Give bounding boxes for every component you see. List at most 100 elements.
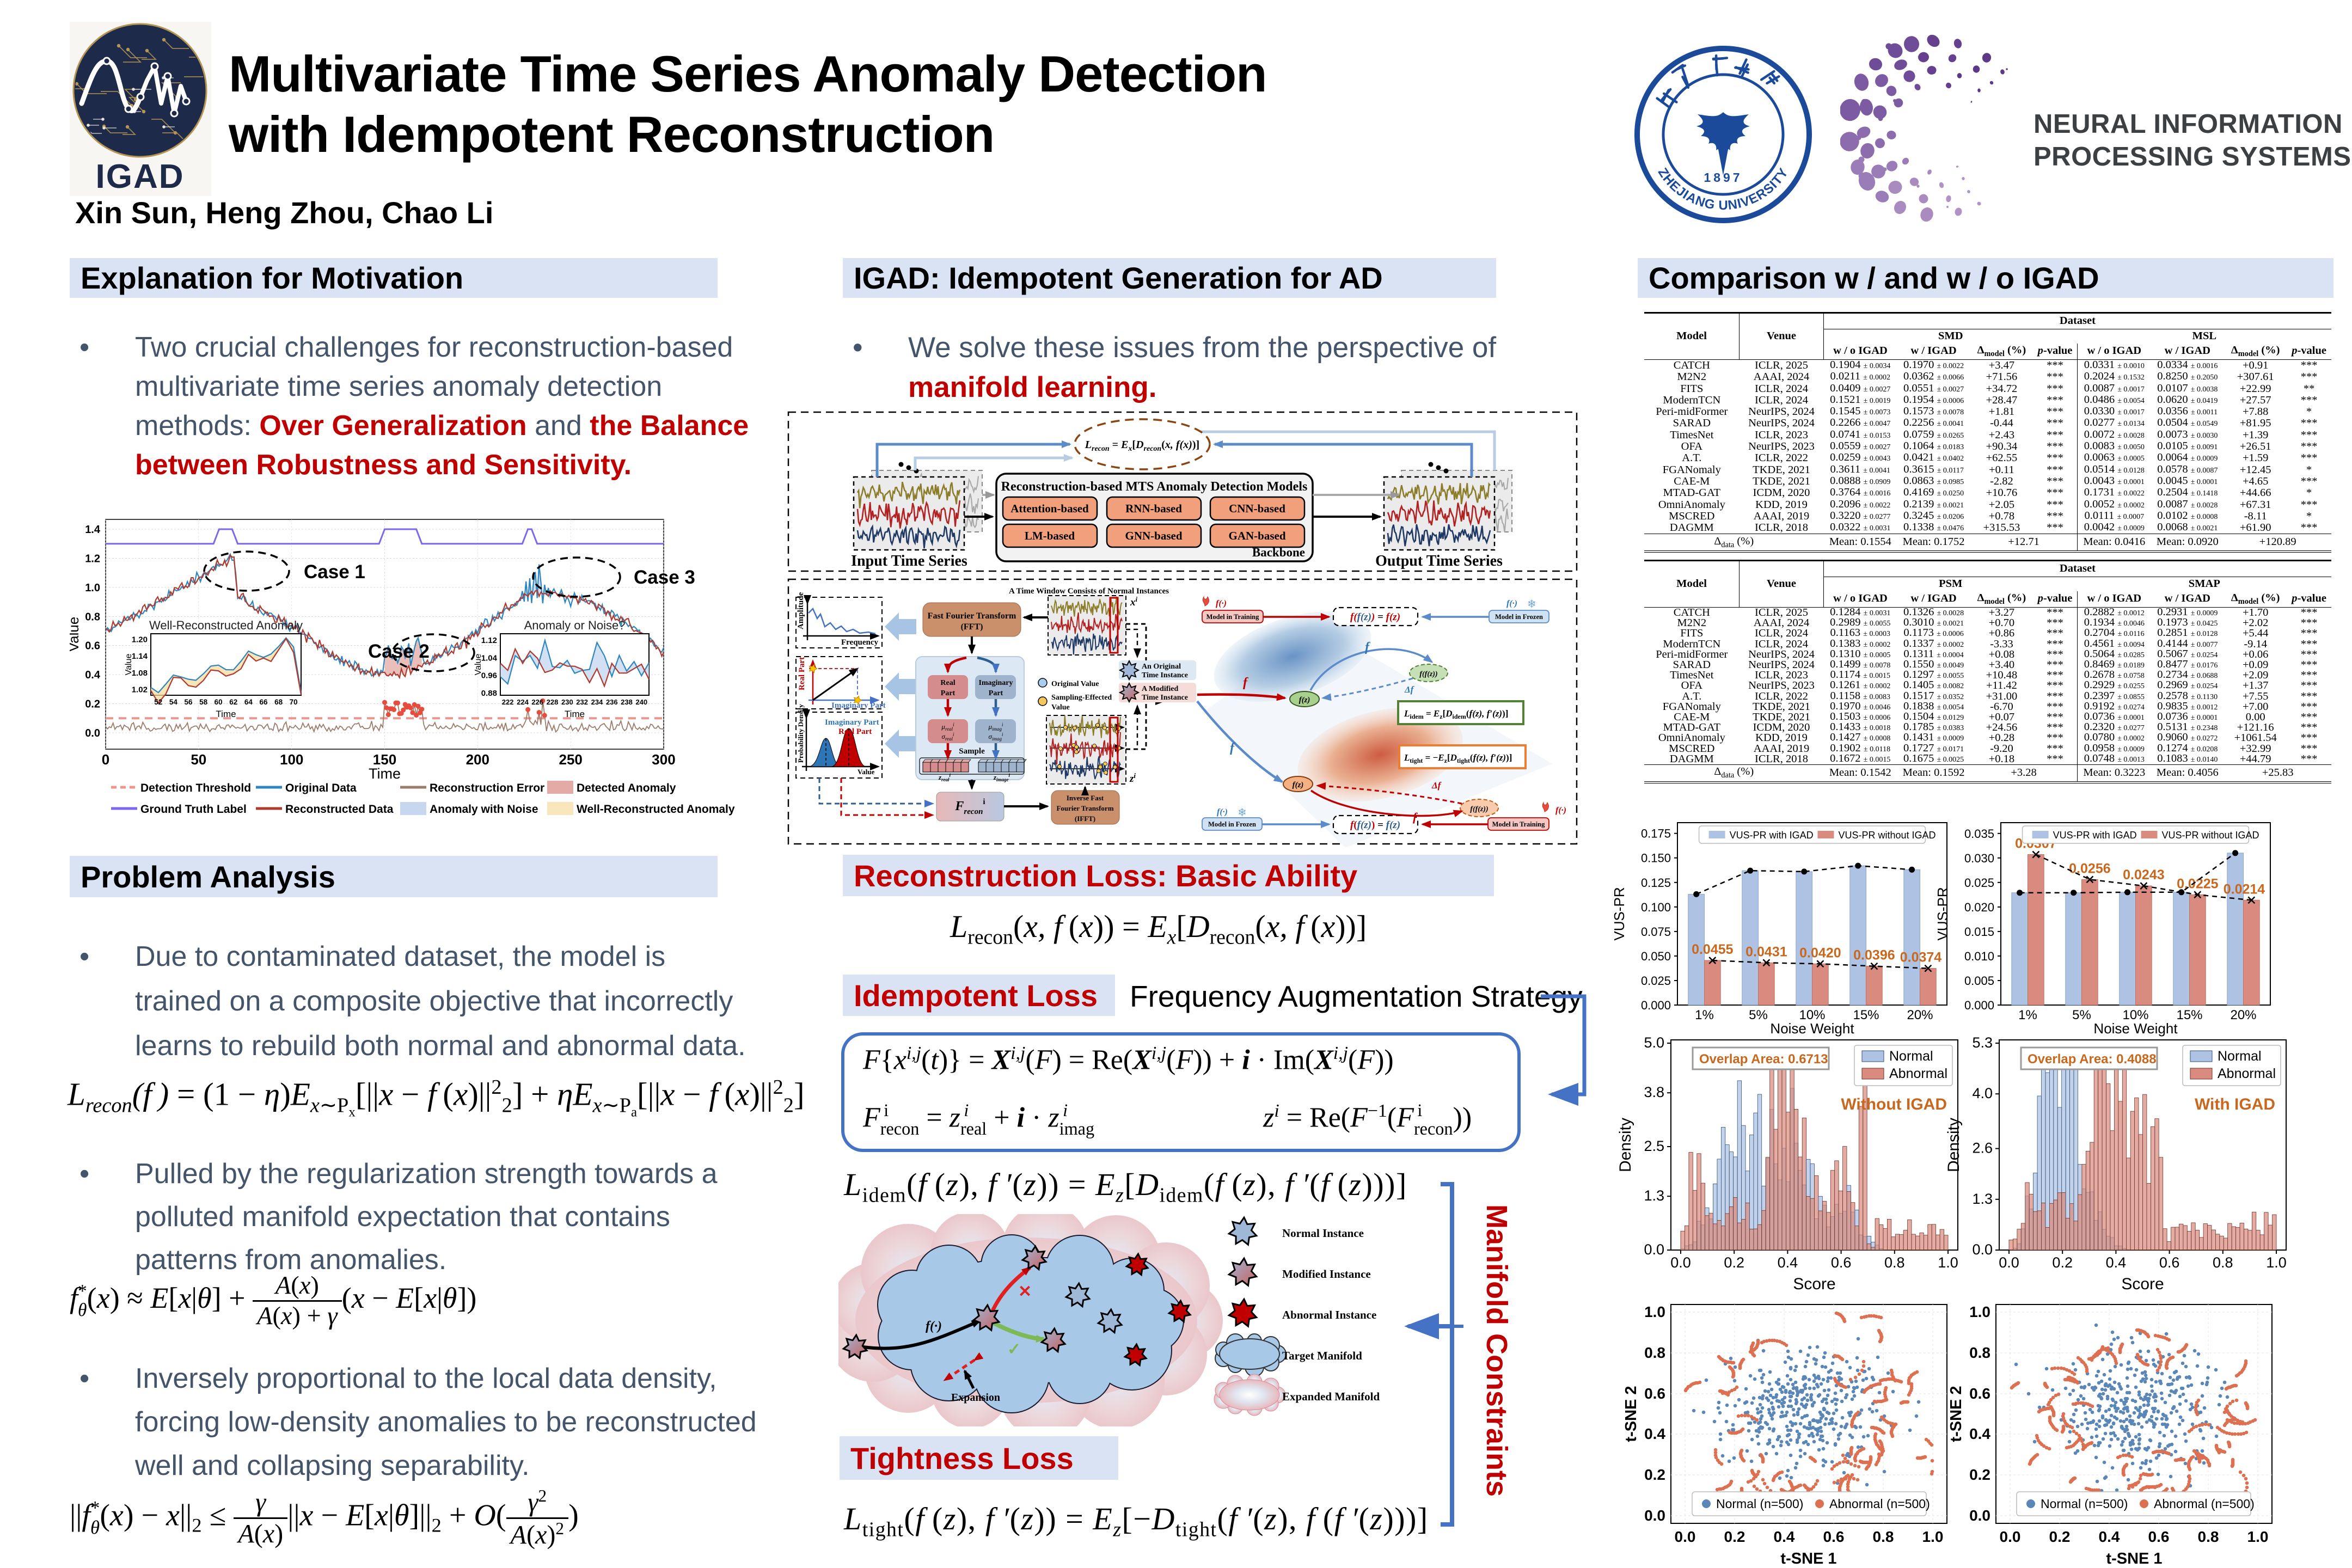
svg-text:232: 232 (576, 698, 588, 706)
svg-text:5.3: 5.3 (1972, 1034, 1993, 1051)
svg-text:f(f(z)) = f(z): f(f(z)) = f(z) (1350, 611, 1400, 623)
svg-text:0.0: 0.0 (1999, 1254, 2019, 1271)
svg-text:Δf: Δf (1431, 780, 1442, 791)
svg-text:0.2: 0.2 (2052, 1254, 2073, 1271)
svg-text:❄: ❄ (1527, 598, 1536, 610)
svg-text:0.0: 0.0 (2000, 1528, 2021, 1545)
svg-text:0.8: 0.8 (1969, 1344, 1990, 1361)
svg-text:64: 64 (244, 698, 253, 706)
svg-text:62: 62 (229, 698, 237, 706)
svg-text:f(·): f(·) (926, 1319, 942, 1333)
svg-text:Original Data: Original Data (285, 782, 357, 794)
svg-text:1.0: 1.0 (1969, 1303, 1990, 1320)
svg-text:15%: 15% (1853, 1008, 1879, 1022)
svg-text:0.020: 0.020 (1964, 901, 1994, 914)
svg-text:CNN-based: CNN-based (1229, 502, 1285, 515)
svg-text:xi: xi (1130, 595, 1138, 608)
svg-text:0.015: 0.015 (1964, 925, 1994, 939)
svg-text:0.005: 0.005 (1964, 974, 1994, 988)
svg-text:Imaginary: Imaginary (979, 679, 1013, 687)
svg-text:Value: Value (474, 654, 483, 676)
svg-text:234: 234 (591, 698, 603, 706)
svg-text:300: 300 (652, 751, 675, 768)
svg-text:1897: 1897 (1704, 170, 1742, 185)
svg-text:VUS-PR with IGAD: VUS-PR with IGAD (2053, 830, 2137, 841)
svg-text:Model in Frozen: Model in Frozen (1208, 820, 1256, 828)
svg-text:Abnormal: Abnormal (2218, 1066, 2276, 1081)
svg-text:Reconstructed Data: Reconstructed Data (285, 803, 394, 816)
svg-text:Abnormal (n=500): Abnormal (n=500) (2154, 1497, 2255, 1511)
svg-text:Δf: Δf (1404, 684, 1415, 695)
svg-text:1.04: 1.04 (481, 653, 498, 663)
svg-text:0.050: 0.050 (1641, 950, 1671, 963)
svg-text:0.100: 0.100 (1641, 901, 1671, 914)
svg-text:Output Time Series: Output Time Series (1375, 553, 1503, 569)
svg-text:0.8: 0.8 (85, 611, 100, 623)
svg-text:1.0: 1.0 (2247, 1528, 2269, 1545)
svg-text:0.0: 0.0 (1644, 1507, 1665, 1524)
svg-text:1.0: 1.0 (1644, 1303, 1665, 1320)
svg-text:VUS-PR with IGAD: VUS-PR with IGAD (1730, 830, 1814, 841)
svg-text:RNN-based: RNN-based (1125, 502, 1182, 515)
svg-text:200: 200 (466, 751, 489, 768)
svg-text:0.0256: 0.0256 (2069, 861, 2110, 876)
svg-text:Value: Value (1051, 703, 1070, 712)
svg-text:f(f(z)): f(f(z)) (1419, 670, 1437, 678)
svg-text:❄: ❄ (1238, 807, 1247, 819)
svg-text:Value: Value (70, 617, 82, 652)
svg-text:Value: Value (124, 654, 133, 676)
svg-text:Backbone: Backbone (1252, 546, 1305, 559)
svg-text:0.030: 0.030 (1964, 852, 1994, 865)
svg-text:Time: Time (369, 765, 401, 782)
svg-text:0.6: 0.6 (1969, 1385, 1990, 1402)
svg-text:0.0243: 0.0243 (2123, 867, 2164, 883)
svg-text:0.8: 0.8 (1884, 1254, 1905, 1271)
svg-text:0.0: 0.0 (85, 727, 100, 739)
svg-text:0.0: 0.0 (1644, 1241, 1664, 1258)
svg-text:236: 236 (606, 698, 618, 706)
svg-text:0.0: 0.0 (1670, 1254, 1691, 1271)
svg-text:Normal Instance: Normal Instance (1282, 1227, 1364, 1240)
svg-text:Modified Instance: Modified Instance (1282, 1267, 1371, 1281)
svg-text:5%: 5% (1749, 1008, 1768, 1022)
svg-text:Target Manifold: Target Manifold (1282, 1349, 1362, 1362)
svg-text:0.0374: 0.0374 (1900, 950, 1942, 965)
svg-text:Real Part: Real Part (838, 727, 872, 736)
svg-text:54: 54 (169, 698, 178, 706)
svg-text:0.8: 0.8 (2198, 1528, 2219, 1545)
svg-text:Abnormal (n=500): Abnormal (n=500) (1829, 1497, 1930, 1511)
svg-text:20%: 20% (1907, 1008, 1933, 1022)
svg-text:Frequency: Frequency (841, 638, 879, 647)
svg-text:0.025: 0.025 (1964, 876, 1994, 890)
svg-text:VUS-PR without IGAD: VUS-PR without IGAD (1839, 830, 1936, 841)
svg-text:228: 228 (547, 698, 559, 706)
svg-text:1.12: 1.12 (481, 636, 497, 645)
svg-text:0.96: 0.96 (481, 671, 497, 681)
svg-text:VUS-PR: VUS-PR (1612, 887, 1627, 940)
svg-text:Ground Truth Label: Ground Truth Label (140, 803, 247, 816)
svg-text:Detected Anomaly: Detected Anomaly (577, 782, 676, 794)
svg-text:GAN-based: GAN-based (1228, 529, 1285, 542)
svg-text:1.3: 1.3 (1972, 1191, 1993, 1207)
svg-text:GNN-based: GNN-based (1125, 529, 1182, 542)
svg-text:Anomaly with Noise: Anomaly with Noise (430, 803, 538, 816)
svg-text:Inverse Fast: Inverse Fast (1067, 794, 1104, 802)
svg-text:1%: 1% (1695, 1008, 1714, 1022)
svg-text:f(·): f(·) (1506, 599, 1517, 608)
svg-text:Reconstruction-based MTS Anoma: Reconstruction-based MTS Anomaly Detecti… (1001, 480, 1308, 494)
svg-text:IGAD: IGAD (96, 158, 185, 195)
svg-text:1.2: 1.2 (85, 553, 100, 565)
svg-text:t-SNE 2: t-SNE 2 (1947, 1386, 1965, 1442)
svg-text:Model in Training: Model in Training (1492, 820, 1546, 828)
svg-text:222: 222 (502, 698, 514, 706)
svg-text:50: 50 (191, 751, 206, 768)
svg-text:0.88: 0.88 (481, 689, 497, 698)
svg-text:224: 224 (517, 698, 529, 706)
svg-text:250: 250 (559, 751, 583, 768)
svg-text:Imaginary Part: Imaginary Part (825, 718, 879, 727)
svg-text:t-SNE 1: t-SNE 1 (2106, 1550, 2162, 1567)
svg-text:Reconstruction Error: Reconstruction Error (430, 782, 544, 794)
svg-text:0.035: 0.035 (1964, 827, 1994, 841)
svg-text:0.0431: 0.0431 (1745, 944, 1787, 959)
svg-text:Anomaly or Noise?: Anomaly or Noise? (524, 618, 626, 632)
